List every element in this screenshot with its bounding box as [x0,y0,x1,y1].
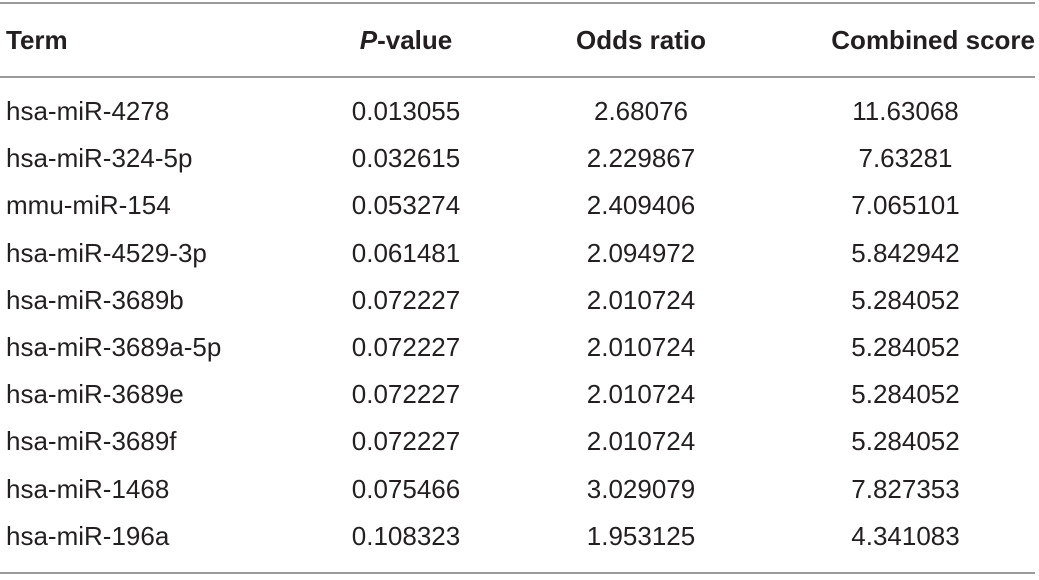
table-cell: 4.341083 [851,520,960,551]
table-cell: hsa-miR-3689b [6,284,184,315]
table-cell: 0.072227 [351,426,461,457]
header-row: Term P-value Odds ratio Combined score [0,3,1035,77]
table-row: hsa-miR-3689f 0.072227 2.010724 5.284052 [0,418,1035,465]
table-cell: 2.010724 [586,332,696,363]
header-cell: Combined score [831,24,1035,55]
table-cell: 0.108323 [351,520,461,551]
table-cell: 5.284052 [851,379,960,410]
table-cell: hsa-miR-3689e [6,379,184,410]
table-cell: 5.284052 [851,284,960,315]
table-cell: 2.010724 [586,284,696,315]
table-cell: 0.072227 [351,332,461,363]
table-cell: 7.827353 [851,473,960,504]
table-cell: mmu-miR-154 [6,190,171,221]
table-cell: 5.284052 [851,332,960,363]
table-row: hsa-miR-3689b 0.072227 2.010724 5.284052 [0,277,1035,324]
table-cell: 2.409406 [586,190,696,221]
table-cell: 2.010724 [586,379,696,410]
table-header: Term P-value Odds ratio Combined score [0,3,1035,77]
table-cell: 2.229867 [586,143,696,174]
table-cell: 0.032615 [351,143,461,174]
table-cell: 0.072227 [351,379,461,410]
header-cell: Odds ratio [575,24,706,55]
table-cell: hsa-miR-1468 [6,473,170,504]
table-row: hsa-miR-3689a-5p 0.072227 2.010724 5.284052 [0,324,1035,371]
table-row: hsa-miR-196a 0.108323 1.953125 4.341083 [0,513,1035,573]
table-cell: 0.072227 [351,284,461,315]
table-cell: hsa-miR-3689a-5p [6,332,222,363]
table-cell: 0.013055 [351,96,461,127]
table-row: mmu-miR-154 0.053274 2.409406 7.065101 [0,182,1035,229]
table-cell: hsa-miR-3689f [6,426,177,457]
table-cell: 0.075466 [351,473,461,504]
table-row: hsa-miR-4529-3p 0.061481 2.094972 5.842942 [0,230,1035,277]
header-text: -value [377,24,453,55]
table-cell: 11.63068 [852,96,959,127]
table-row: hsa-miR-3689e 0.072227 2.010724 5.284052 [0,371,1035,418]
table-cell: 3.029079 [586,473,696,504]
table-cell: hsa-miR-324-5p [6,143,193,174]
table-cell: 0.053274 [351,190,461,221]
table-cell: 0.061481 [351,237,461,268]
table-row: hsa-miR-4278 0.013055 2.68076 11.63068 [0,77,1035,135]
table-cell: 1.953125 [586,520,696,551]
table-cell: 2.010724 [586,426,696,457]
table-cell: hsa-miR-4278 [6,96,170,127]
table-cell: 5.842942 [851,237,960,268]
table-cell: hsa-miR-196a [6,520,170,551]
table-cell: 5.284052 [851,426,960,457]
table-cell: 7.63281 [858,143,953,174]
table-cell: 2.094972 [586,237,696,268]
table-cell: 7.065101 [851,190,960,221]
table-body: hsa-miR-4278 0.013055 2.68076 11.63068 hsa-m… [0,77,1035,573]
table-cell: hsa-miR-4529-3p [6,237,207,268]
header-text: P [359,24,378,55]
header-cell: P-value [306,3,506,77]
header-cell: Term [6,24,68,55]
table-row: hsa-miR-324-5p 0.032615 2.229867 7.63281 [0,135,1035,182]
table-cell: 2.68076 [594,96,688,127]
table-row: hsa-miR-1468 0.075466 3.029079 7.827353 [0,466,1035,513]
